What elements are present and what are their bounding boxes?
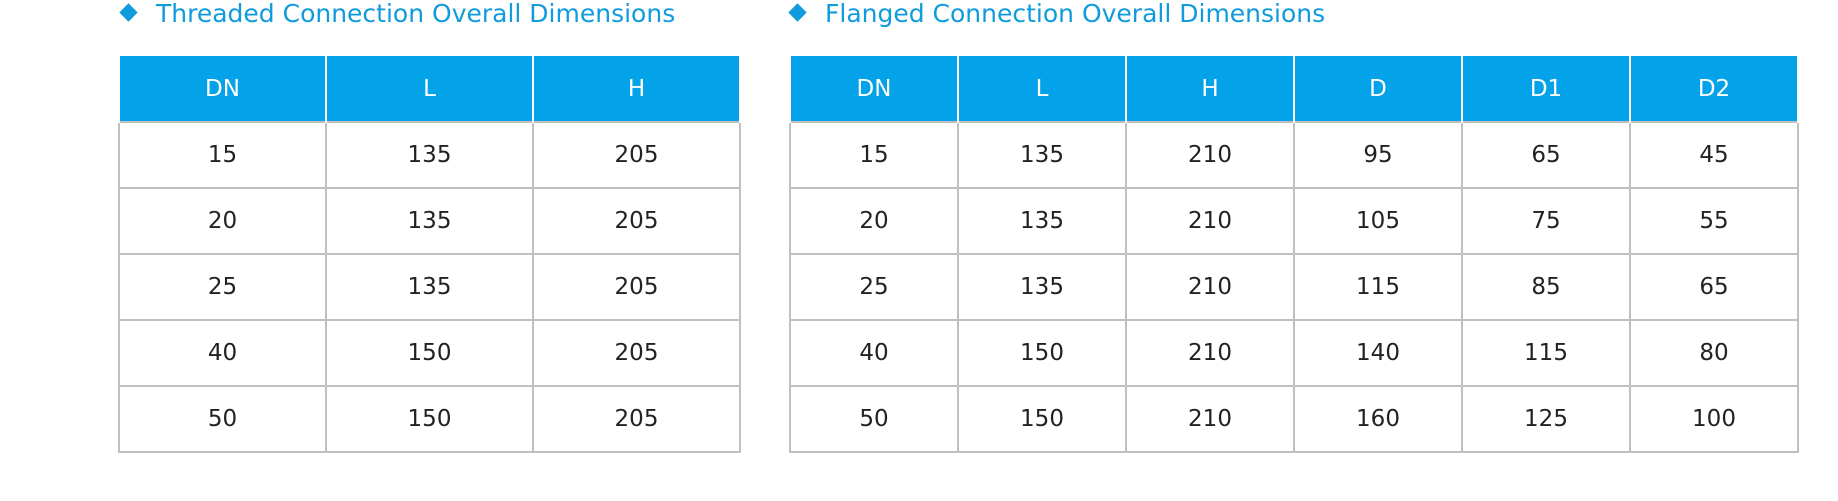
table-cell: 205: [532, 121, 741, 189]
column-header: L: [325, 56, 534, 122]
table-cell: 205: [532, 385, 741, 453]
table-cell: 150: [325, 319, 534, 387]
table-cell: 25: [118, 253, 327, 321]
table-cell: 135: [957, 253, 1127, 321]
table-cell: 210: [1125, 253, 1295, 321]
table-cell: 135: [957, 187, 1127, 255]
column-header: D: [1293, 56, 1463, 122]
table-row: 25 135 205: [118, 253, 741, 321]
table-cell: 40: [789, 319, 959, 387]
table-cell: 160: [1293, 385, 1463, 453]
table-row: 40 150 205: [118, 319, 741, 387]
table-cell: 20: [118, 187, 327, 255]
table-row: 20 135 210 105 75 55: [789, 187, 1799, 255]
table-cell: 135: [957, 121, 1127, 189]
column-header: D1: [1461, 56, 1631, 122]
column-header: D2: [1629, 56, 1799, 122]
column-header: H: [1125, 56, 1295, 122]
dimension-table: DN L H D D1 D2 15 135 210 95 65 45 20 135 210 105 75 55 25…: [789, 56, 1799, 453]
table-cell: 210: [1125, 187, 1295, 255]
table-cell: 150: [957, 385, 1127, 453]
table-cell: 15: [789, 121, 959, 189]
table-cell: 65: [1629, 253, 1799, 321]
table-cell: 210: [1125, 319, 1295, 387]
table-row: 15 135 210 95 65 45: [789, 121, 1799, 189]
table-row: 50 150 210 160 125 100: [789, 385, 1799, 453]
table-row: 40 150 210 140 115 80: [789, 319, 1799, 387]
table-cell: 15: [118, 121, 327, 189]
table-cell: 115: [1461, 319, 1631, 387]
table-cell: 205: [532, 187, 741, 255]
bullet-icon: [119, 3, 138, 22]
header-row: DN L H D D1 D2: [789, 56, 1799, 122]
header-row: DN L H: [118, 56, 741, 122]
table-cell: 20: [789, 187, 959, 255]
table-cell: 140: [1293, 319, 1463, 387]
table-row: 15 135 205: [118, 121, 741, 189]
table-cell: 100: [1629, 385, 1799, 453]
table-cell: 205: [532, 253, 741, 321]
table-cell: 125: [1461, 385, 1631, 453]
table-cell: 50: [118, 385, 327, 453]
dimension-table: DN L H 15 135 205 20 135 205 25 135 205 40 150 205 50 15…: [118, 56, 741, 453]
table-cell: 65: [1461, 121, 1631, 189]
table-cell: 55: [1629, 187, 1799, 255]
table-cell: 25: [789, 253, 959, 321]
column-header: L: [957, 56, 1127, 122]
table-cell: 210: [1125, 121, 1295, 189]
table-cell: 85: [1461, 253, 1631, 321]
table-row: 25 135 210 115 85 65: [789, 253, 1799, 321]
column-header: DN: [118, 56, 327, 122]
bullet-icon: [788, 3, 807, 22]
table-row: 20 135 205: [118, 187, 741, 255]
table-row: 50 150 205: [118, 385, 741, 453]
title-text: Flanged Connection Overall Dimensions: [825, 0, 1326, 28]
table-cell: 115: [1293, 253, 1463, 321]
table-cell: 80: [1629, 319, 1799, 387]
table-cell: 135: [325, 121, 534, 189]
column-header: H: [532, 56, 741, 122]
table-cell: 105: [1293, 187, 1463, 255]
table-cell: 45: [1629, 121, 1799, 189]
table-cell: 135: [325, 253, 534, 321]
title-text: Threaded Connection Overall Dimensions: [156, 0, 676, 28]
table-cell: 95: [1293, 121, 1463, 189]
table-cell: 205: [532, 319, 741, 387]
table-cell: 40: [118, 319, 327, 387]
table-cell: 75: [1461, 187, 1631, 255]
column-header: DN: [789, 56, 959, 122]
table-cell: 210: [1125, 385, 1295, 453]
table-cell: 150: [957, 319, 1127, 387]
table-cell: 150: [325, 385, 534, 453]
table-cell: 135: [325, 187, 534, 255]
table-cell: 50: [789, 385, 959, 453]
